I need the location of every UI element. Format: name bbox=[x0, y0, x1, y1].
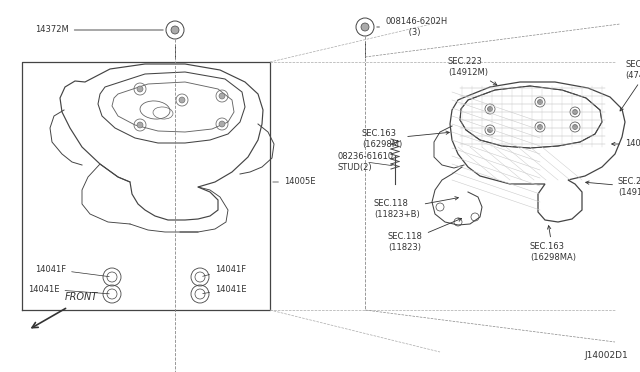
Text: 08236-61610
STUD(2): 08236-61610 STUD(2) bbox=[338, 152, 394, 172]
Circle shape bbox=[219, 93, 225, 99]
Text: J14002D1: J14002D1 bbox=[584, 351, 628, 360]
Circle shape bbox=[171, 26, 179, 34]
Text: 14041F: 14041F bbox=[35, 264, 109, 277]
Text: SEC.118
(11823): SEC.118 (11823) bbox=[388, 218, 461, 252]
Text: SEC.163
(16298MA): SEC.163 (16298MA) bbox=[530, 226, 576, 262]
Text: 14372M: 14372M bbox=[35, 26, 163, 35]
Text: 14041F: 14041F bbox=[203, 264, 246, 276]
Text: FRONT: FRONT bbox=[65, 292, 99, 302]
Circle shape bbox=[219, 121, 225, 127]
Text: SEC.223
(14912M): SEC.223 (14912M) bbox=[448, 57, 497, 85]
Circle shape bbox=[137, 122, 143, 128]
Text: 14013M: 14013M bbox=[612, 140, 640, 148]
Circle shape bbox=[137, 86, 143, 92]
Text: 14005E: 14005E bbox=[273, 177, 316, 186]
Text: 008146-6202H
         (3): 008146-6202H (3) bbox=[377, 17, 447, 37]
Text: SEC.223
(14912M): SEC.223 (14912M) bbox=[586, 177, 640, 197]
Text: SEC.470
(47474+A): SEC.470 (47474+A) bbox=[620, 60, 640, 111]
Text: SEC.118
(11823+B): SEC.118 (11823+B) bbox=[374, 197, 458, 219]
Circle shape bbox=[488, 128, 493, 132]
Text: 14041E: 14041E bbox=[203, 285, 246, 294]
Circle shape bbox=[538, 125, 543, 129]
Circle shape bbox=[488, 106, 493, 112]
Circle shape bbox=[538, 99, 543, 105]
Circle shape bbox=[573, 109, 577, 115]
Text: SEC.163
(16298M): SEC.163 (16298M) bbox=[362, 129, 449, 149]
Circle shape bbox=[361, 23, 369, 31]
Text: 14041E: 14041E bbox=[28, 285, 109, 294]
Circle shape bbox=[573, 125, 577, 129]
Circle shape bbox=[179, 97, 185, 103]
